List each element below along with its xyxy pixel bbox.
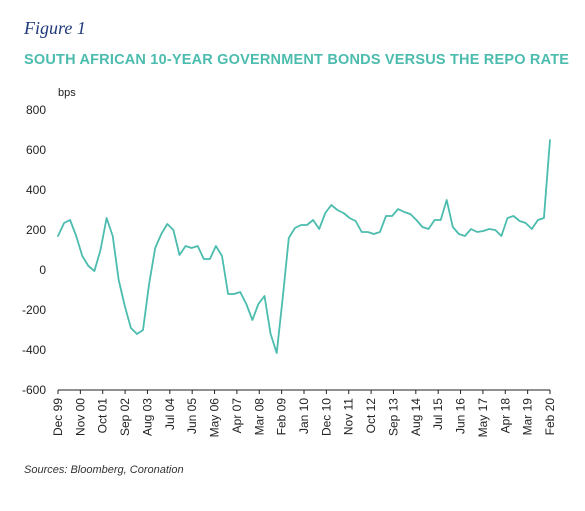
x-tick-label: Nov 11 xyxy=(342,398,356,435)
y-tick-label: 600 xyxy=(26,143,46,157)
x-tick-label: Jun 05 xyxy=(185,398,199,434)
x-tick-label: Jul 15 xyxy=(431,398,445,430)
y-tick-label: 400 xyxy=(26,183,46,197)
x-tick-label: Aug 14 xyxy=(409,398,423,436)
x-tick-label: Sep 13 xyxy=(386,398,400,436)
x-tick-label: Dec 99 xyxy=(51,398,65,436)
chart-title: SOUTH AFRICAN 10-YEAR GOVERNMENT BONDS V… xyxy=(24,52,570,68)
y-axis-unit-label: bps xyxy=(58,87,76,99)
x-tick-label: Apr 07 xyxy=(230,398,244,434)
y-tick-label: 0 xyxy=(39,263,46,277)
y-tick-label: -400 xyxy=(22,343,46,357)
x-tick-label: Jul 04 xyxy=(163,398,177,430)
x-tick-label: Jan 10 xyxy=(297,398,311,434)
x-tick-label: Mar 08 xyxy=(252,398,266,436)
y-tick-label: -200 xyxy=(22,303,46,317)
x-tick-label: Aug 03 xyxy=(140,398,154,436)
y-tick-label: -600 xyxy=(22,383,46,397)
x-tick-label: Feb 09 xyxy=(275,398,289,436)
x-tick-label: Mar 19 xyxy=(521,398,535,436)
y-tick-label: 200 xyxy=(26,223,46,237)
x-tick-label: Jun 16 xyxy=(454,398,468,434)
x-tick-label: Nov 00 xyxy=(73,398,87,436)
x-tick-label: May 17 xyxy=(476,398,490,438)
source-note: Sources: Bloomberg, Coronation xyxy=(24,464,184,476)
x-tick-label: May 06 xyxy=(208,398,222,438)
x-tick-label: Sep 02 xyxy=(118,398,132,436)
series-line xyxy=(57,139,551,354)
y-tick-label: 800 xyxy=(26,103,46,117)
x-tick-label: Dec 10 xyxy=(319,398,333,436)
x-tick-label: Apr 18 xyxy=(498,398,512,434)
x-tick-label: Oct 12 xyxy=(364,398,378,434)
x-tick-label: Feb 20 xyxy=(543,398,557,436)
figure-label: Figure 1 xyxy=(24,18,86,38)
x-tick-label: Oct 01 xyxy=(96,398,110,434)
